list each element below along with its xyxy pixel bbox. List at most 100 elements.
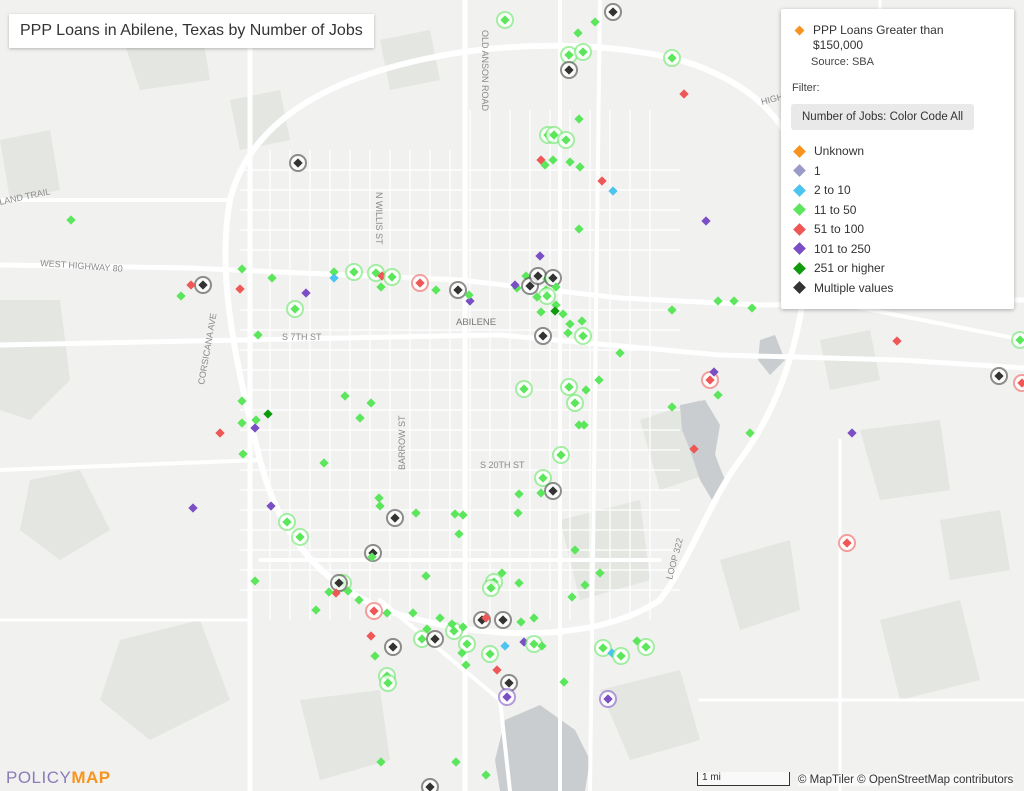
loan-marker[interactable] [253, 330, 263, 340]
loan-marker[interactable] [538, 331, 548, 341]
loan-marker[interactable] [564, 382, 574, 392]
loan-marker[interactable] [667, 402, 677, 412]
loan-marker[interactable] [1015, 335, 1024, 345]
loan-marker[interactable] [387, 272, 397, 282]
loan-marker[interactable] [235, 284, 245, 294]
loan-marker[interactable] [579, 420, 589, 430]
loan-marker[interactable] [301, 288, 311, 298]
loan-marker[interactable] [574, 224, 584, 234]
loan-marker[interactable] [188, 503, 198, 513]
loan-marker[interactable] [570, 398, 580, 408]
loan-marker[interactable] [713, 296, 723, 306]
loan-marker[interactable] [689, 444, 699, 454]
loan-marker[interactable] [558, 309, 568, 319]
legend-item[interactable]: Unknown [793, 143, 864, 159]
loan-marker[interactable] [573, 28, 583, 38]
loan-marker[interactable] [564, 65, 574, 75]
loan-marker[interactable] [1017, 378, 1024, 388]
loan-marker[interactable] [290, 304, 300, 314]
legend-item[interactable]: 2 to 10 [793, 182, 851, 198]
loan-marker[interactable] [237, 264, 247, 274]
loan-marker[interactable] [574, 420, 584, 430]
loan-marker[interactable] [329, 267, 339, 277]
loan-marker[interactable] [563, 328, 573, 338]
loan-marker[interactable] [892, 336, 902, 346]
loan-marker[interactable] [238, 449, 248, 459]
loan-marker[interactable] [186, 280, 196, 290]
loan-marker[interactable] [525, 281, 535, 291]
loan-marker[interactable] [66, 215, 76, 225]
loan-marker[interactable] [548, 273, 558, 283]
loan-marker[interactable] [533, 271, 543, 281]
loan-marker[interactable] [561, 135, 571, 145]
loan-marker[interactable] [329, 273, 339, 283]
loan-marker[interactable] [747, 303, 757, 313]
loan-marker[interactable] [355, 413, 365, 423]
loan-marker[interactable] [564, 50, 574, 60]
loan-marker[interactable] [709, 367, 719, 377]
loan-marker[interactable] [542, 291, 552, 301]
loan-marker[interactable] [535, 251, 545, 261]
legend-item[interactable]: 251 or higher [793, 260, 885, 276]
loan-marker[interactable] [540, 160, 550, 170]
loan-marker[interactable] [198, 280, 208, 290]
legend-item[interactable]: 11 to 50 [793, 202, 856, 218]
loan-marker[interactable] [293, 158, 303, 168]
loan-marker[interactable] [266, 501, 276, 511]
loan-marker[interactable] [550, 306, 560, 316]
loan-marker[interactable] [532, 292, 542, 302]
legend-item[interactable]: Multiple values [793, 280, 893, 296]
loan-marker[interactable] [251, 415, 261, 425]
loan-marker[interactable] [551, 282, 561, 292]
loan-marker[interactable] [549, 130, 559, 140]
legend-item[interactable]: 101 to 250 [793, 241, 871, 257]
loan-marker[interactable] [679, 89, 689, 99]
loan-marker[interactable] [340, 391, 350, 401]
loan-marker[interactable] [745, 428, 755, 438]
loan-marker[interactable] [729, 296, 739, 306]
loan-marker[interactable] [578, 331, 588, 341]
loan-marker[interactable] [581, 385, 591, 395]
loan-marker[interactable] [510, 280, 520, 290]
loan-marker[interactable] [847, 428, 857, 438]
loan-marker[interactable] [548, 486, 558, 496]
loan-marker[interactable] [536, 307, 546, 317]
loan-marker[interactable] [667, 305, 677, 315]
map-attribution[interactable]: © MapTiler © OpenStreetMap contributors [798, 774, 1014, 786]
loan-marker[interactable] [994, 371, 1004, 381]
loan-marker[interactable] [594, 375, 604, 385]
loan-marker[interactable] [237, 396, 247, 406]
loan-marker[interactable] [597, 176, 607, 186]
policymap-logo[interactable]: POLICYMAP [6, 768, 111, 788]
loan-marker[interactable] [536, 488, 546, 498]
loan-marker[interactable] [519, 384, 529, 394]
legend-item[interactable]: 1 [793, 163, 821, 179]
loan-marker[interactable] [250, 423, 260, 433]
loan-marker[interactable] [608, 186, 618, 196]
loan-marker[interactable] [556, 450, 566, 460]
loan-marker[interactable] [319, 458, 329, 468]
loan-marker[interactable] [578, 47, 588, 57]
loan-marker[interactable] [575, 162, 585, 172]
loan-marker[interactable] [366, 398, 376, 408]
loan-marker[interactable] [453, 285, 463, 295]
loan-marker[interactable] [514, 489, 524, 499]
loan-marker[interactable] [577, 316, 587, 326]
loan-marker[interactable] [267, 273, 277, 283]
loan-marker[interactable] [590, 17, 600, 27]
loan-marker[interactable] [415, 278, 425, 288]
loan-marker[interactable] [431, 285, 441, 295]
loan-marker[interactable] [615, 348, 625, 358]
loan-marker[interactable] [667, 53, 677, 63]
loan-marker[interactable] [713, 390, 723, 400]
loan-marker[interactable] [464, 290, 474, 300]
loan-marker[interactable] [349, 267, 359, 277]
loan-marker[interactable] [237, 418, 247, 428]
loan-marker[interactable] [215, 428, 225, 438]
loan-marker[interactable] [574, 114, 584, 124]
loan-marker[interactable] [538, 473, 548, 483]
loan-marker[interactable] [250, 576, 260, 586]
filter-dropdown-button[interactable]: Number of Jobs: Color Code All [791, 104, 975, 130]
loan-marker[interactable] [701, 216, 711, 226]
loan-marker[interactable] [705, 375, 715, 385]
